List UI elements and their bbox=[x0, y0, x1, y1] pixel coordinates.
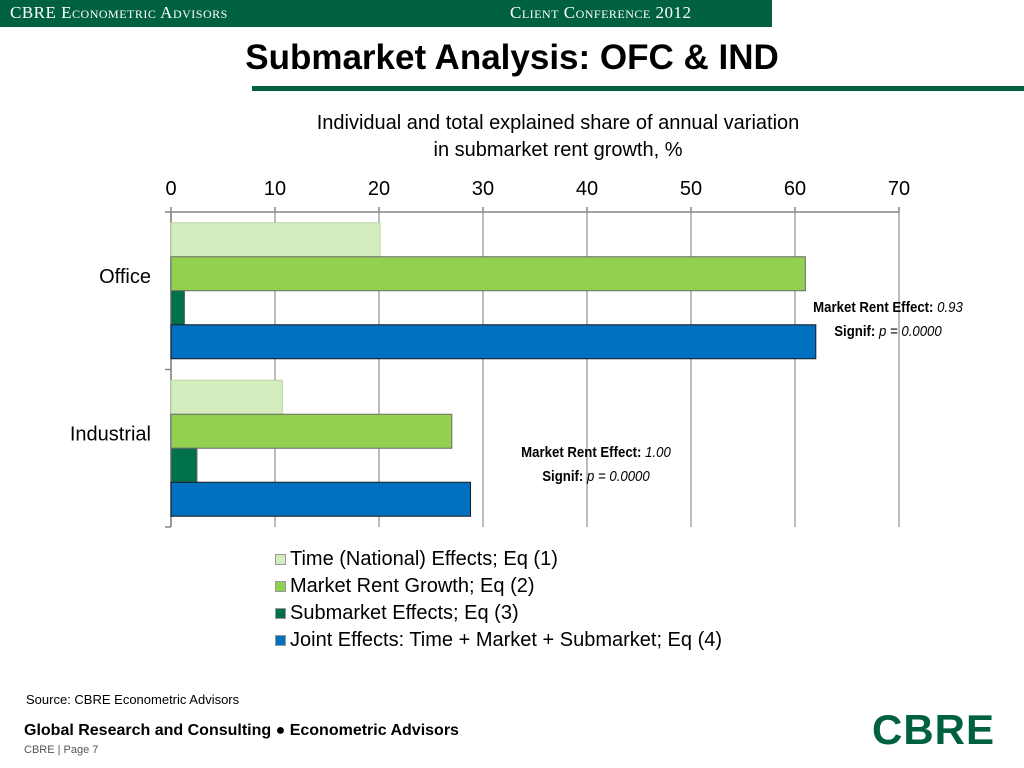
source-note: Source: CBRE Econometric Advisors bbox=[26, 692, 240, 707]
cbre-logo: CBRE bbox=[872, 706, 996, 753]
chart-title-line-2: in submarket rent growth, % bbox=[433, 139, 683, 161]
x-tick-label-20: 20 bbox=[368, 178, 390, 200]
x-tick-label-10: 10 bbox=[264, 178, 286, 200]
chart-legend: Time (National) Effects; Eq (1) Market Re… bbox=[275, 546, 722, 654]
bar-office-series-2 bbox=[170, 256, 806, 292]
industrial-annotation-value1: 1.00 bbox=[645, 444, 671, 461]
legend-swatch-4 bbox=[275, 635, 286, 646]
header-right-text: Client Conference 2012 bbox=[510, 3, 692, 22]
title-underline bbox=[252, 86, 1024, 91]
bar-industrial-series-4 bbox=[170, 481, 472, 517]
footer-title: Global Research and Consulting ● Econome… bbox=[24, 722, 459, 739]
legend-swatch-3 bbox=[275, 608, 286, 619]
office-annotation-label1: Market Rent Effect: bbox=[813, 299, 934, 316]
legend-label-3: Submarket Effects; Eq (3) bbox=[290, 602, 519, 624]
chart-title-line-1: Individual and total explained share of … bbox=[316, 112, 800, 134]
legend-label-2: Market Rent Growth; Eq (2) bbox=[290, 575, 535, 597]
category-label-industrial: Industrial bbox=[70, 423, 151, 445]
header-left-text: CBRE Econometric Advisors bbox=[10, 3, 228, 22]
legend-swatch-1 bbox=[275, 554, 286, 565]
legend-item-3: Submarket Effects; Eq (3) bbox=[275, 600, 722, 627]
page-title: Submarket Analysis: OFC & IND bbox=[245, 38, 779, 77]
x-tick-label-30: 30 bbox=[472, 178, 494, 200]
header-bar: CBRE Econometric Advisors Client Confere… bbox=[0, 0, 772, 27]
legend-label-1: Time (National) Effects; Eq (1) bbox=[290, 548, 558, 570]
category-label-office: Office bbox=[99, 266, 151, 288]
industrial-annotation-label1: Market Rent Effect: bbox=[521, 444, 642, 461]
x-tick-label-50: 50 bbox=[680, 178, 702, 200]
chart-title: Individual and total explained share of … bbox=[258, 110, 858, 164]
bar-office-series-4 bbox=[170, 324, 817, 360]
x-tick-label-60: 60 bbox=[784, 178, 806, 200]
office-annotation: Market Rent Effect: 0.93 Signif: p = 0.0… bbox=[802, 296, 974, 344]
legend-item-2: Market Rent Growth; Eq (2) bbox=[275, 573, 722, 600]
bar-industrial-series-1 bbox=[170, 379, 283, 415]
office-annotation-value1: 0.93 bbox=[937, 299, 963, 316]
office-annotation-value2: p = 0.0000 bbox=[878, 323, 942, 340]
legend-item-1: Time (National) Effects; Eq (1) bbox=[275, 546, 722, 573]
industrial-annotation-label2: Signif: bbox=[542, 468, 584, 485]
office-annotation-label2: Signif: bbox=[834, 323, 876, 340]
bar-industrial-series-3 bbox=[170, 447, 198, 483]
legend-swatch-2 bbox=[275, 581, 286, 592]
industrial-annotation-value2: p = 0.0000 bbox=[586, 468, 650, 485]
bar-office-series-1 bbox=[170, 222, 381, 258]
bar-office-series-3 bbox=[170, 290, 186, 326]
footer-page-number: CBRE | Page 7 bbox=[24, 744, 99, 756]
legend-item-4: Joint Effects: Time + Market + Submarket… bbox=[275, 627, 722, 654]
industrial-annotation: Market Rent Effect: 1.00 Signif: p = 0.0… bbox=[510, 441, 682, 489]
x-tick-label-70: 70 bbox=[888, 178, 910, 200]
bar-industrial-series-2 bbox=[170, 413, 453, 449]
x-tick-label-40: 40 bbox=[576, 178, 598, 200]
x-tick-label-0: 0 bbox=[165, 178, 176, 200]
legend-label-4: Joint Effects: Time + Market + Submarket… bbox=[290, 629, 723, 651]
